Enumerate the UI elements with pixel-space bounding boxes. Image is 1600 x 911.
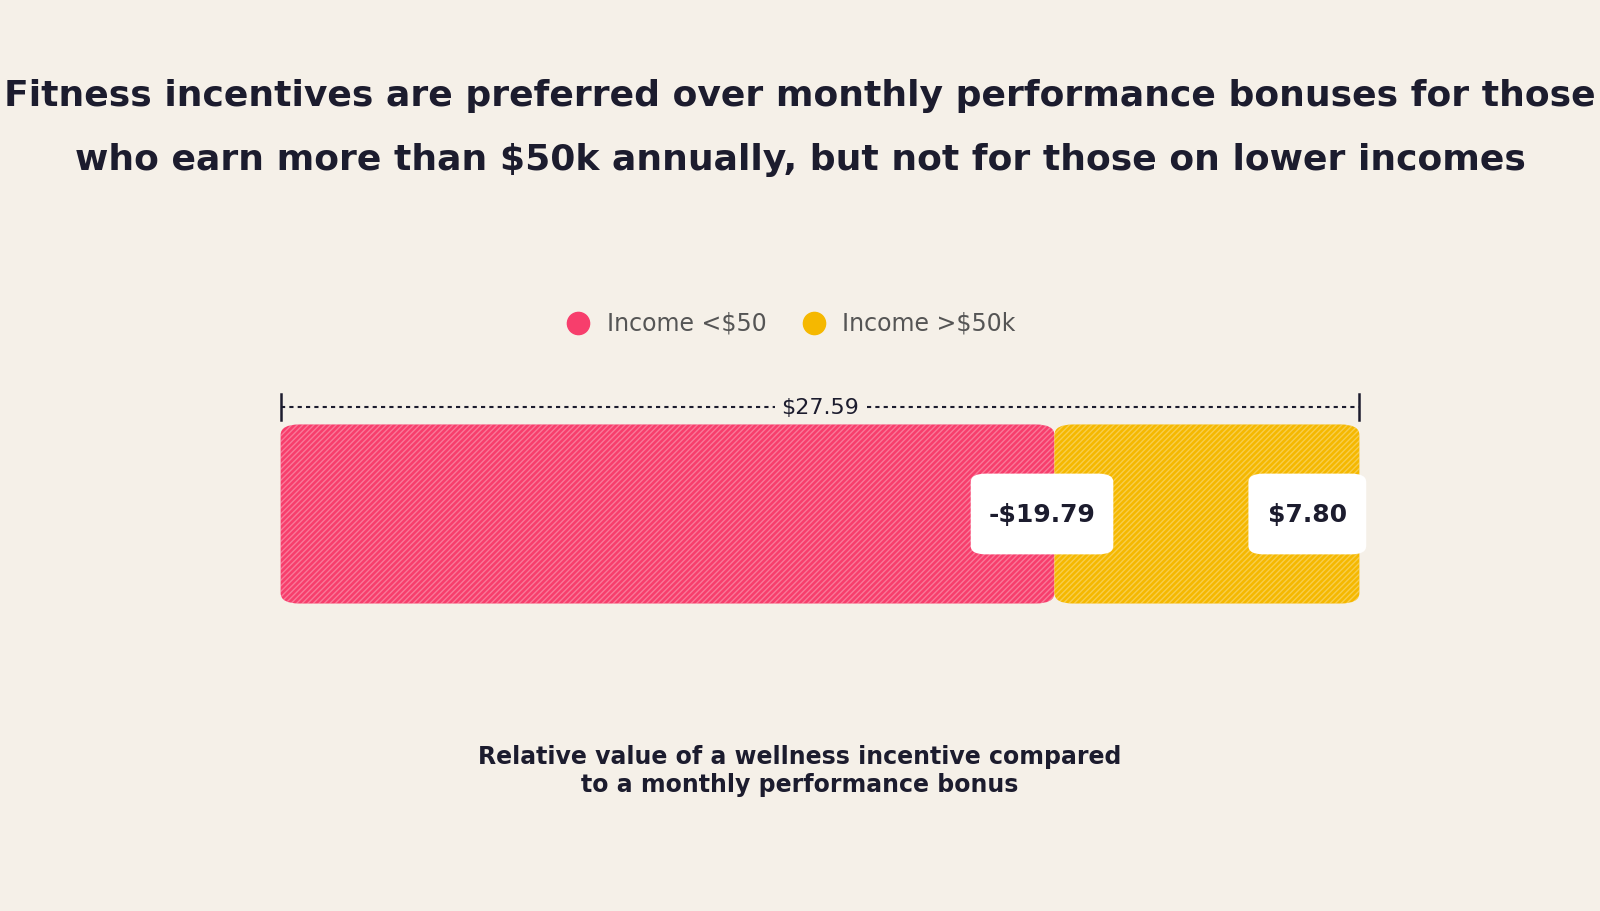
- FancyBboxPatch shape: [1248, 474, 1366, 555]
- FancyBboxPatch shape: [971, 474, 1114, 555]
- Text: $7.80: $7.80: [1267, 503, 1347, 527]
- FancyBboxPatch shape: [280, 425, 1054, 604]
- Text: $27.59: $27.59: [781, 397, 859, 417]
- FancyBboxPatch shape: [1054, 425, 1360, 604]
- Text: -$19.79: -$19.79: [989, 503, 1096, 527]
- Text: Income >$50k: Income >$50k: [842, 312, 1016, 335]
- Text: Fitness incentives are preferred over monthly performance bonuses for those: Fitness incentives are preferred over mo…: [5, 78, 1595, 113]
- Text: Relative value of a wellness incentive compared
to a monthly performance bonus: Relative value of a wellness incentive c…: [478, 744, 1122, 795]
- Text: Income <$50: Income <$50: [606, 312, 766, 335]
- Text: who earn more than $50k annually, but not for those on lower incomes: who earn more than $50k annually, but no…: [75, 142, 1525, 177]
